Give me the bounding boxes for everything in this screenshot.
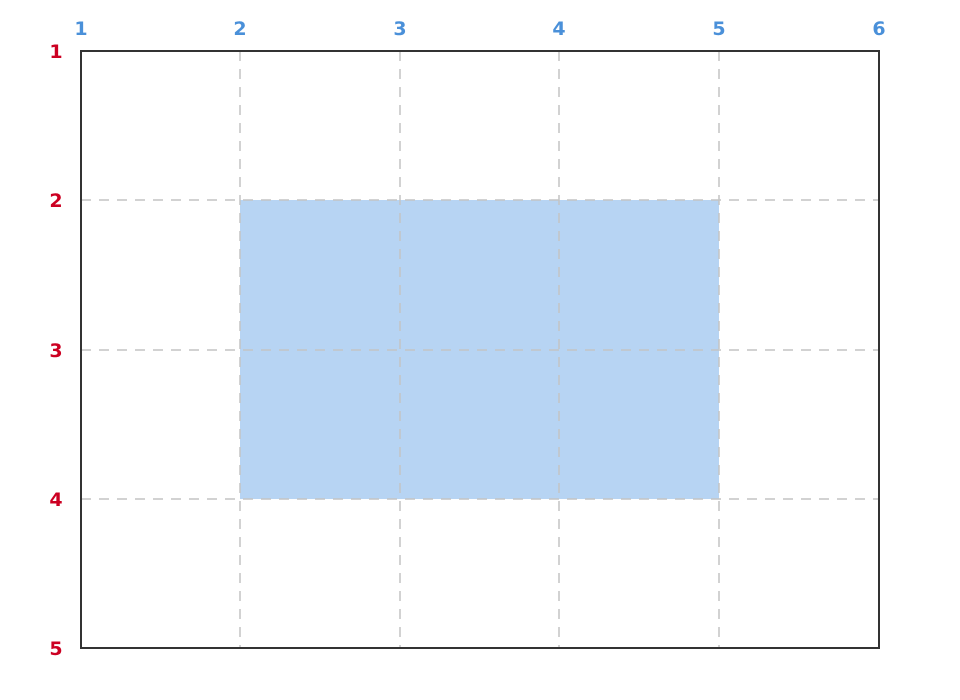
- column-label-1: 1: [74, 18, 87, 40]
- row-label-4: 4: [49, 489, 62, 511]
- column-label-2: 2: [233, 18, 246, 40]
- row-label-3: 3: [49, 340, 62, 362]
- column-line-labels: 1 2 3 4 5 6: [74, 18, 885, 40]
- column-label-6: 6: [872, 18, 885, 40]
- row-label-5: 5: [49, 638, 62, 660]
- row-label-2: 2: [49, 190, 62, 212]
- column-label-5: 5: [712, 18, 725, 40]
- row-line-labels: 1 2 3 4 5: [49, 41, 62, 660]
- row-label-1: 1: [49, 41, 62, 63]
- grid-container-border: [80, 50, 880, 649]
- column-label-4: 4: [552, 18, 565, 40]
- column-label-3: 3: [393, 18, 406, 40]
- grid-lines: [81, 51, 879, 648]
